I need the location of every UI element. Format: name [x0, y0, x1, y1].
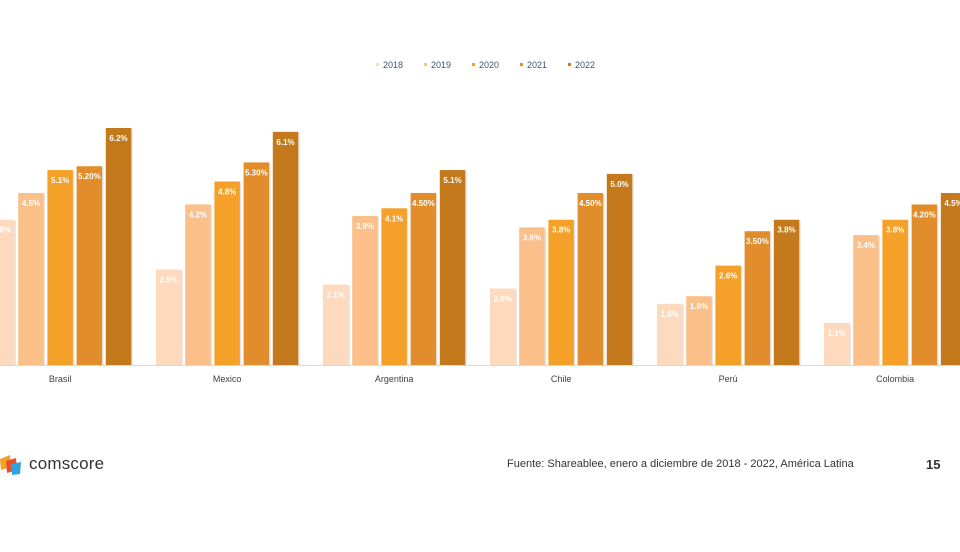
bar-mexico-2019	[185, 204, 211, 365]
bar-colombia-2022	[940, 192, 960, 365]
grouped-bar-chart: 2018 2019 2020 2021 2022 3.8% 4.5% 5.1% 5.20% 6.2…	[0, 60, 960, 384]
data-label-chile-2018: 2.0%	[494, 295, 512, 304]
slide-footer: comscore Fuente: Shareablee, enero a dic…	[0, 448, 960, 488]
bar-colombia-2020	[882, 219, 908, 365]
data-label-chile-2021: 4.50%	[579, 199, 602, 208]
data-label-perú-2022: 3.8%	[777, 226, 795, 235]
bar-chile-2022	[606, 173, 633, 365]
bar-brasil-2021	[76, 166, 103, 365]
category-label-brasil: Brasil	[49, 374, 72, 384]
data-label-mexico-2019: 4.2%	[189, 210, 207, 219]
data-label-colombia-2022: 4.5%	[944, 199, 960, 208]
bar-argentina-2021	[410, 192, 437, 365]
data-label-chile-2022: 5.0%	[610, 180, 628, 189]
bar-mexico-2022	[272, 131, 299, 365]
legend-label-2021: 2021	[527, 60, 547, 70]
data-label-mexico-2022: 6.1%	[276, 138, 294, 147]
data-label-argentina-2021: 4.50%	[412, 199, 435, 208]
bar-argentina-2019	[352, 215, 378, 365]
data-label-brasil-2019: 4.5%	[22, 199, 40, 208]
data-label-colombia-2021: 4.20%	[913, 210, 936, 219]
bar-mexico-2020	[214, 181, 240, 365]
data-label-brasil-2021: 5.20%	[78, 172, 101, 181]
data-label-brasil-2022: 6.2%	[109, 134, 127, 143]
bar-chile-2018	[490, 288, 516, 365]
bar-brasil-2020	[47, 170, 73, 365]
legend-label-2022: 2022	[575, 60, 595, 70]
bar-brasil-2022	[105, 128, 132, 365]
data-label-perú-2019: 1.8%	[690, 302, 708, 311]
bar-colombia-2019	[853, 235, 879, 365]
data-label-perú-2021: 3.50%	[746, 237, 769, 246]
bar-argentina-2020	[381, 208, 407, 365]
bar-argentina-2018	[323, 284, 349, 365]
category-label-colombia: Colombia	[876, 374, 914, 384]
bar-perú-2021	[744, 231, 771, 365]
data-label-argentina-2018: 2.1%	[327, 291, 345, 300]
comscore-wordmark: comscore	[29, 454, 105, 473]
page-number: 15	[926, 457, 941, 472]
bar-perú-2022	[773, 219, 800, 365]
data-label-perú-2020: 2.6%	[719, 272, 737, 281]
data-label-colombia-2018: 1.1%	[828, 329, 846, 338]
comscore-logo-icon	[0, 455, 21, 475]
legend-swatch-2018	[376, 63, 379, 66]
bar-chile-2021	[577, 192, 604, 365]
bar-colombia-2018	[824, 322, 850, 365]
legend-swatch-2019	[424, 63, 427, 66]
data-label-perú-2018: 1.6%	[661, 310, 679, 319]
category-label-chile: Chile	[551, 374, 572, 384]
data-label-mexico-2020: 4.8%	[218, 188, 236, 197]
comscore-logo: comscore	[0, 453, 104, 475]
source-note: Fuente: Shareablee, enero a diciembre de…	[507, 458, 854, 470]
bar-perú-2020	[715, 265, 741, 365]
bar-chile-2020	[548, 219, 574, 365]
category-label-mexico: Mexico	[213, 374, 242, 384]
category-label-perú: Perú	[719, 374, 738, 384]
legend-label-2019: 2019	[431, 60, 451, 70]
data-label-argentina-2019: 3.9%	[356, 222, 374, 231]
legend-swatch-2020	[472, 63, 475, 66]
data-label-argentina-2022: 5.1%	[443, 176, 461, 185]
legend-swatch-2021	[520, 63, 523, 66]
bar-perú-2019	[686, 296, 712, 365]
bar-argentina-2022	[439, 170, 466, 365]
legend-label-2020: 2020	[479, 60, 499, 70]
bar-brasil-2018	[0, 219, 15, 365]
data-label-brasil-2018: 3.8%	[0, 226, 11, 235]
legend-swatch-2022	[568, 63, 571, 66]
data-label-colombia-2019: 3.4%	[857, 241, 875, 250]
data-label-chile-2020: 3.8%	[552, 226, 570, 235]
bar-brasil-2019	[18, 192, 44, 365]
data-label-colombia-2020: 3.8%	[886, 226, 904, 235]
category-label-argentina: Argentina	[375, 374, 414, 384]
data-label-chile-2019: 3.6%	[523, 233, 541, 242]
bar-colombia-2021	[911, 204, 938, 365]
bar-chile-2019	[519, 227, 545, 365]
bar-mexico-2018	[156, 269, 182, 365]
legend-label-2018: 2018	[383, 60, 403, 70]
data-label-mexico-2018: 2.5%	[160, 275, 178, 284]
data-label-argentina-2020: 4.1%	[385, 214, 403, 223]
bar-mexico-2021	[243, 162, 270, 365]
data-label-mexico-2021: 5.30%	[245, 168, 268, 177]
data-label-brasil-2020: 5.1%	[51, 176, 69, 185]
bar-perú-2018	[657, 303, 683, 365]
